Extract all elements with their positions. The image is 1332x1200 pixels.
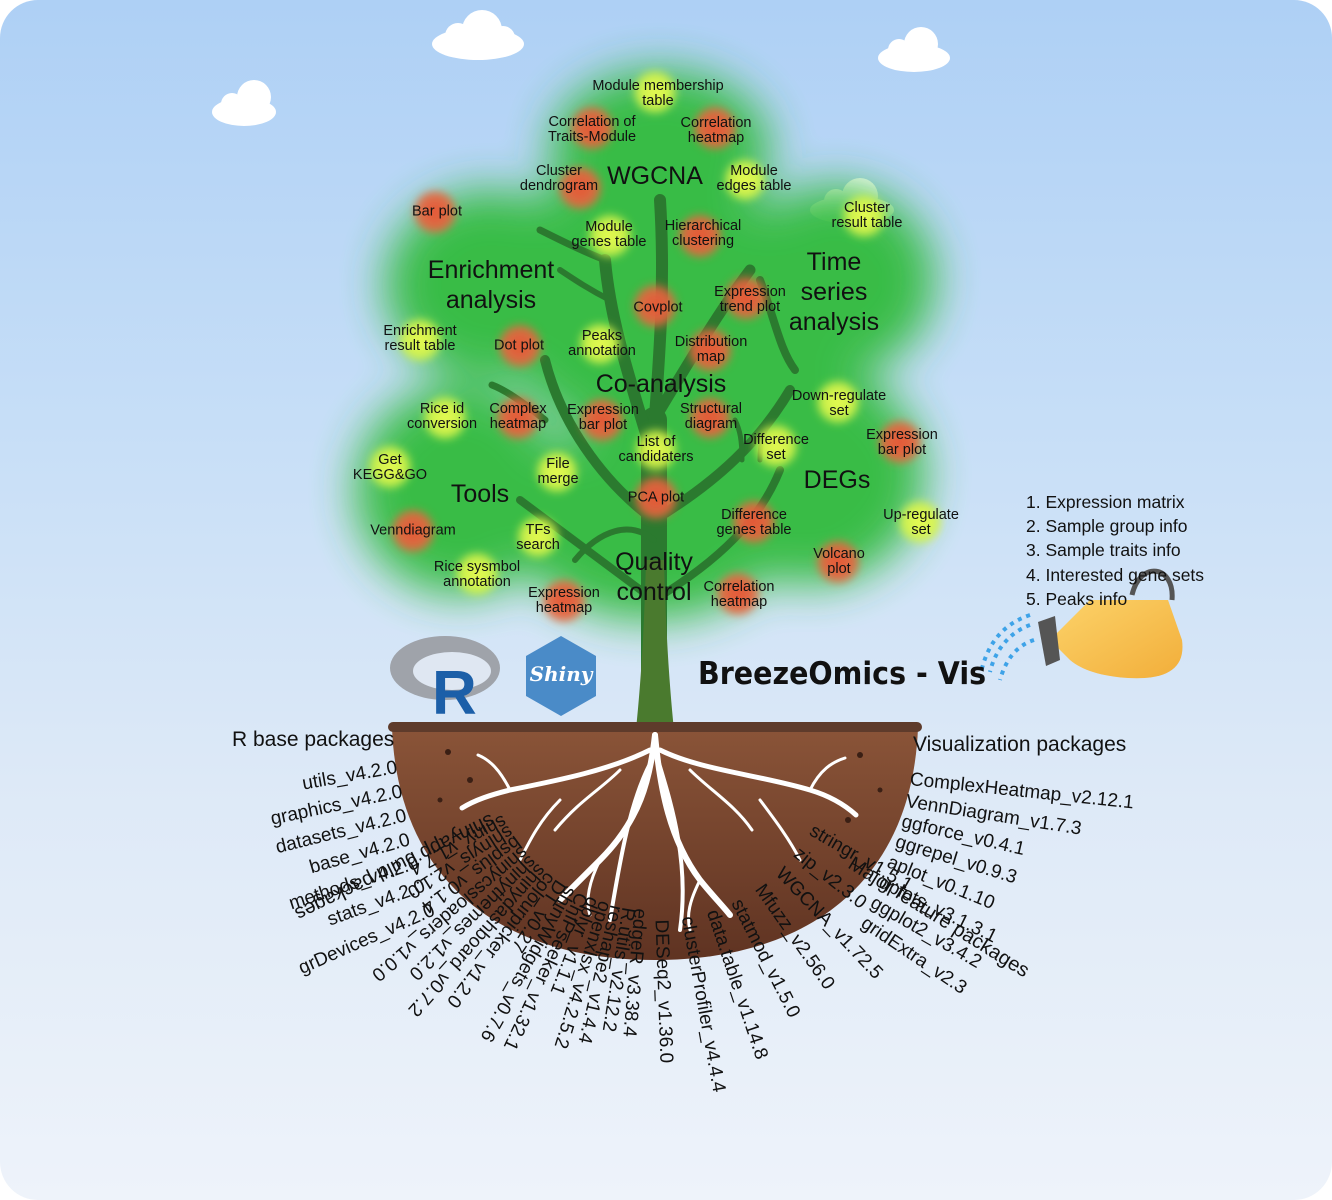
- feature-correlation-traits-module: Correlation of Traits-Module: [547, 113, 637, 145]
- feature-rice-id-conversion: Rice id conversion: [406, 400, 478, 432]
- feature-down-regulate-set: Down-regulate set: [791, 387, 887, 419]
- feature-up-regulate-set: Up-regulate set: [883, 506, 959, 538]
- module-co-analysis: Co-analysis: [595, 370, 727, 398]
- cloud-top: [432, 10, 524, 60]
- feature-distribution-map: Distribution map: [674, 333, 748, 365]
- feature-get-kegg-go: Get KEGG&GO: [352, 451, 428, 483]
- feature-pca-plot: PCA plot: [627, 489, 685, 506]
- feature-peaks-annotation: Peaks annotation: [568, 327, 636, 359]
- feature-list-of-candidaters: List of candidaters: [618, 433, 694, 465]
- r-logo: R: [390, 636, 500, 728]
- watering-can-icon: [978, 568, 1183, 681]
- module-wgcna: WGCNA: [607, 162, 703, 190]
- input-item: 5. Peaks info: [1026, 588, 1128, 609]
- feature-module-genes-table: Module genes table: [571, 218, 647, 250]
- trunk-base: [636, 560, 674, 730]
- feature-expression-bar-plot-center: Expression bar plot: [567, 401, 639, 433]
- r-logo-letter: R: [432, 659, 477, 728]
- r-base-packages-title: R base packages: [232, 728, 395, 751]
- app-title: BreezeOmics - Vis: [698, 656, 987, 692]
- input-item: 2. Sample group info: [1026, 516, 1188, 537]
- visualization-packages-title: Visualization packages: [913, 733, 1127, 756]
- feature-difference-genes-table: Difference genes table: [716, 506, 792, 538]
- module-tools: Tools: [450, 480, 510, 508]
- feature-enrichment-result-table: Enrichment result table: [383, 322, 457, 354]
- feature-tfs-search: TFs search: [516, 521, 560, 553]
- input-item: 4. Interested gene sets: [1026, 564, 1205, 585]
- shiny-logo: Shiny: [526, 636, 596, 716]
- feature-expression-trend-plot: Expression trend plot: [714, 283, 786, 315]
- feature-correlation-heatmap-bottom: Correlation heatmap: [703, 578, 775, 610]
- feature-bar-plot: Bar plot: [412, 203, 462, 220]
- feature-correlation-heatmap-top: Correlation heatmap: [680, 114, 752, 146]
- feature-volcano-plot: Volcano plot: [813, 545, 865, 577]
- feature-covplot: Covplot: [633, 299, 683, 316]
- cloud-left: [212, 80, 276, 126]
- feature-cluster-result-table: Cluster result table: [831, 199, 903, 231]
- module-enrichment-analysis: Enrichment analysis: [427, 256, 555, 314]
- feature-expression-heatmap: Expression heatmap: [528, 584, 600, 616]
- feature-expression-bar-plot-right: Expression bar plot: [866, 426, 938, 458]
- feature-difference-set: Difference set: [743, 431, 809, 463]
- cloud-right: [878, 27, 950, 72]
- package-item: DESeq2_v1.36.0: [650, 919, 677, 1064]
- feature-file-merge: File merge: [537, 455, 579, 487]
- input-item: 1. Expression matrix: [1026, 492, 1185, 512]
- feature-module-membership-table: Module membership table: [592, 77, 724, 109]
- feature-rice-symbol-annotation: Rice sysmbol annotation: [433, 558, 521, 590]
- feature-venndiagram: Venndiagram: [370, 522, 456, 539]
- input-item: 3. Sample traits info: [1026, 540, 1181, 561]
- roots: [459, 732, 859, 932]
- feature-dots: [366, 68, 944, 625]
- feature-hierarchical-clustering: Hierarchical clustering: [664, 217, 742, 249]
- input-list: 1. Expression matrix 2. Sample group inf…: [1026, 490, 1204, 611]
- feature-module-edges-table: Module edges table: [716, 162, 792, 194]
- feature-cluster-dendrogram: Cluster dendrogram: [519, 162, 599, 194]
- module-degs: DEGs: [803, 466, 871, 494]
- feature-dot-plot: Dot plot: [494, 337, 544, 354]
- module-time-series-analysis: Time series analysis: [788, 248, 880, 336]
- feature-structural-diagram: Structural diagram: [679, 400, 743, 432]
- module-quality-control: Quality control: [615, 548, 693, 606]
- shiny-logo-text: Shiny: [530, 662, 594, 686]
- feature-complex-heatmap: Complex heatmap: [489, 400, 547, 432]
